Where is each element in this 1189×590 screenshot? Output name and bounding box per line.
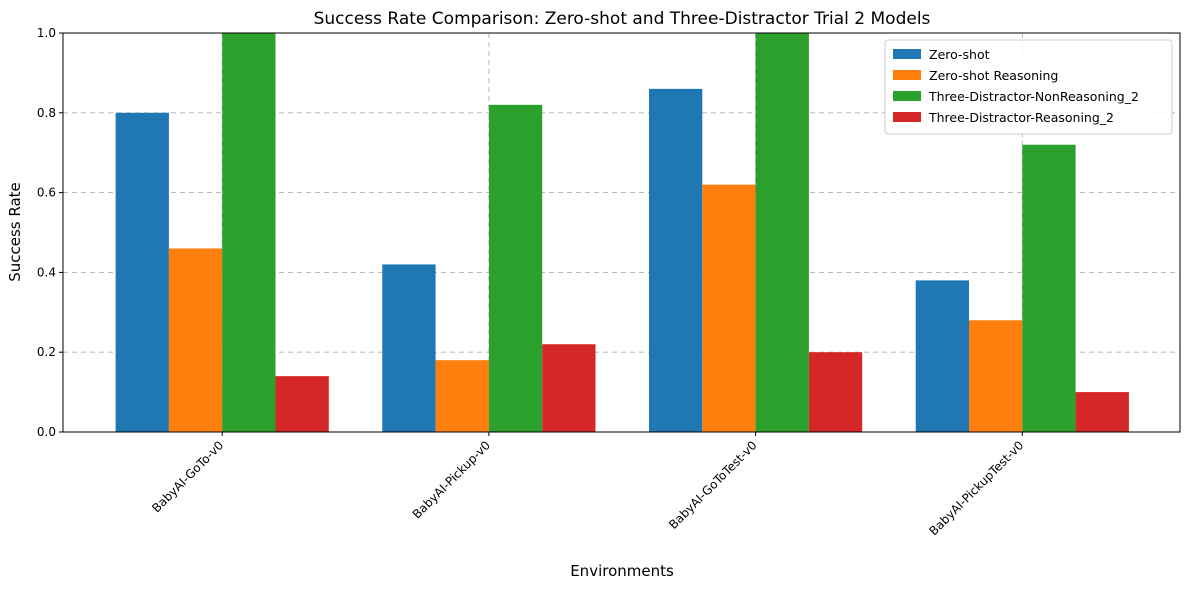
legend-box [884, 39, 1173, 135]
bar [702, 184, 756, 432]
legend-label: Zero-shot Reasoning [929, 68, 1058, 83]
y-axis-label: Success Rate [6, 182, 24, 282]
bar-layer [115, 33, 1129, 433]
x-tick-label: BabyAI-Pickup-v0 [410, 438, 493, 521]
legend-swatch [893, 112, 921, 122]
legend-label: Three-Distractor-Reasoning_2 [928, 110, 1114, 125]
bar [1022, 144, 1076, 432]
legend: Zero-shot Zero-shot Reasoning Three-Distra… [884, 39, 1173, 135]
plot-frame [62, 32, 1181, 433]
bar [275, 376, 329, 432]
bar [115, 112, 169, 433]
bar [222, 33, 276, 432]
y-tick-label: 0.2 [37, 345, 56, 359]
x-tick-label: BabyAI-GoToTest-v0 [666, 438, 760, 532]
chart-title: Success Rate Comparison: Zero-shot and T… [314, 9, 931, 29]
legend-swatch [893, 70, 921, 80]
y-tick-label: 0.4 [37, 265, 56, 279]
x-axis-label: Environments [570, 562, 674, 580]
legend-label: Three-Distractor-NonReasoning_2 [928, 89, 1139, 104]
y-tick-label: 0.0 [37, 425, 56, 439]
bar [649, 88, 703, 433]
bar [382, 264, 436, 432]
bar [755, 33, 809, 432]
bar [969, 320, 1023, 432]
bar [488, 104, 543, 432]
y-tick-label: 0.6 [37, 186, 56, 200]
bar [542, 344, 596, 432]
bar [915, 280, 969, 432]
x-tick-label: BabyAI-PickupTest-v0 [926, 438, 1026, 538]
x-tick-label: BabyAI-GoTo-v0 [149, 438, 226, 515]
legend-swatch [893, 91, 921, 101]
legend-label: Zero-shot [929, 47, 990, 62]
y-tick-label: 0.8 [37, 106, 56, 120]
bar [1075, 392, 1129, 432]
bar [168, 248, 223, 432]
bar [808, 352, 863, 432]
legend-swatch [893, 49, 921, 59]
bar [435, 360, 489, 432]
y-tick-label: 1.0 [37, 26, 56, 40]
